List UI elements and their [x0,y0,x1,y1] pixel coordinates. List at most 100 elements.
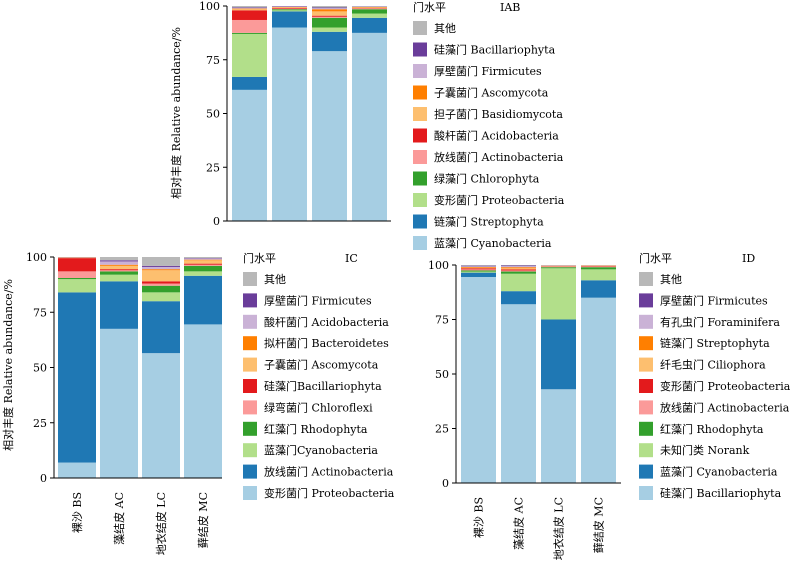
bar-segment [142,266,180,270]
legend-label: 变形菌门 Proteobacteria [264,486,395,500]
bar-segment [501,271,536,274]
legend-swatch [243,314,257,329]
chart-panel-IAB: 0 25 50 75 100 相对丰度 Relative abundance/% 门水平 IA… [169,0,565,250]
bar-segment [461,265,496,266]
legend-label: 拟杆菌门 Bacteroidetes [264,336,389,350]
legend-swatch [243,421,257,436]
y-tick-label: 50 [33,362,47,375]
bar-segment [312,11,347,16]
bar-segment [352,7,387,9]
bar-segment [184,324,222,478]
legend-swatch [639,486,653,500]
bar-segment [100,257,138,261]
legend-swatch [413,85,427,100]
bar-segment [142,281,180,284]
bar-segment [312,7,347,9]
legend-swatch [639,464,653,479]
y-tick-label: 100 [428,259,449,272]
bar-segment [541,268,576,320]
y-tick-label: 100 [26,251,47,264]
bar-segment [312,27,347,32]
bar-segment [312,8,347,10]
bar-segment [581,269,616,281]
legend-swatch [413,150,427,164]
bar-segment [501,291,536,305]
legend-label: 变形菌门 Proteobacteria [434,193,565,207]
bar-segment [352,17,387,33]
bar-segment [184,257,222,259]
legend-label: 红藻门 Rhodophyta [660,422,764,436]
bar-segment [461,266,496,268]
bar-segment [232,33,267,77]
bar-segment [142,265,180,267]
legend-label: 绿藻门 Chlorophyta [434,172,540,186]
y-tick-label: 75 [435,314,449,327]
bar-segment [312,31,347,52]
y-tick-label: 75 [33,306,47,319]
bar-segment [58,271,96,278]
bar-segment [352,32,387,221]
panel-title: IAB [500,1,520,14]
legend-swatch [639,421,653,436]
panel-title: ID [742,252,755,265]
bar-segment [461,267,496,269]
bar-segment [184,263,222,265]
bar-segment [100,270,138,272]
bar-segment [100,265,138,270]
bar-segment [184,259,222,261]
legend-swatch [243,379,257,393]
legend-swatch [243,400,257,415]
legend-swatch [243,443,257,458]
legend-swatch [243,272,257,286]
bar-segment [312,15,347,17]
legend-header: 门水平 [639,251,672,265]
bar-segment [501,268,536,270]
legend-label: 硅藻门 Bacillariophyta [434,43,556,57]
legend-label: 厚壁菌门 Firmicutes [660,293,768,307]
bar-segment [272,27,307,221]
x-tick-label: 藻结皮 AC [513,497,526,550]
bar-segment [232,19,267,33]
bar-segment [100,274,138,282]
bar-segment [142,269,180,271]
legend-label: 蓝藻门 Cyanobacteria [434,236,552,250]
bar-segment [581,280,616,298]
legend-label: 其他 [660,273,682,286]
bar-segment [272,7,307,9]
bar-segment [184,264,222,266]
bar-segment [142,353,180,478]
chart-panel-ID: 裸沙 BS 藻结皮 AC 地衣结皮 LC 藓结皮 MC 0 25 50 75 100 门水平 ID 其… [428,251,791,560]
legend-label: 酸杆菌门 Acidobacteria [264,315,389,329]
legend-swatch [639,357,653,372]
bar-segment [501,266,536,268]
bar-segment [352,13,387,18]
bar-segment [232,7,267,8]
x-tick-label: 藻结皮 AC [113,492,126,545]
bar-segment [142,270,180,282]
legend-swatch [243,486,257,500]
legend-label: 其他 [434,22,456,35]
bar-segment [461,265,496,267]
bar-segment [232,10,267,20]
bar-segment [461,269,496,271]
bar-segment [58,292,96,463]
legend-label: 绿弯菌门 Chloroflexi [264,400,373,414]
legend-swatch [413,42,427,57]
legend-label: 子囊菌门 Ascomycota [434,86,549,100]
bar-segment [184,265,222,272]
bar-segment [100,328,138,478]
bar-segment [58,258,96,272]
bar-segment [541,267,576,269]
legend-label: 放线菌门 Actinobacteria [660,400,790,414]
bar-segment [58,277,96,280]
bar-segment [312,51,347,222]
bar-segment [461,268,496,270]
bar-segment [312,6,347,8]
y-tick-label: 0 [213,215,220,228]
y-tick-label: 25 [33,417,47,430]
bar-segment [142,301,180,354]
bar-segment [232,32,267,34]
legend-label: 厚壁菌门 Firmicutes [264,293,372,307]
bar-segment [541,389,576,483]
bar-segment [352,9,387,14]
